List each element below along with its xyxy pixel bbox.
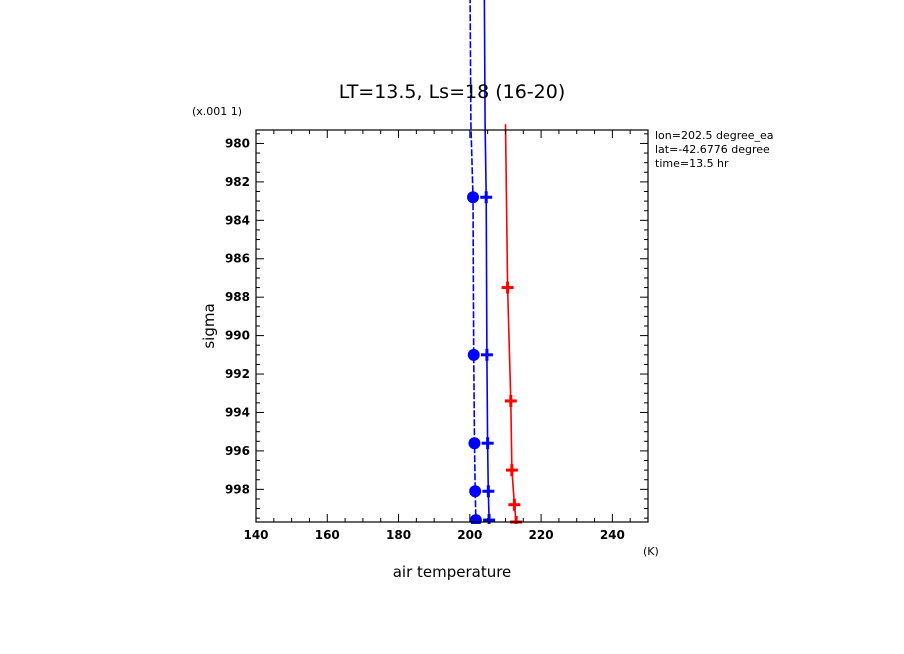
x-tick-label: 240 [600,528,625,542]
data-point [481,437,494,450]
y-tick-label: 986 [225,252,250,266]
data-point [501,281,514,294]
data-point [483,514,496,524]
data-point [508,498,521,511]
data-point [482,485,495,498]
annotation-mask [780,125,904,175]
x-axis-label: air temperature [393,563,512,581]
plot-frame [255,129,649,523]
data-point [469,514,482,524]
y-tick-label: 982 [225,175,250,189]
data-point [504,394,517,407]
y-tick-label: 996 [225,444,250,458]
y-tick-label: 984 [225,213,250,227]
annotation-lat: lat=-42.6776 degree [655,143,770,156]
x-tick-label: 180 [386,528,411,542]
y-tick-label: 992 [225,367,250,381]
data-point [469,485,482,498]
y-scale-label: (x.001 1) [192,105,242,118]
x-tick-label: 140 [243,528,268,542]
annotation-time: time=13.5 hr [655,157,729,170]
data-point [467,348,480,361]
y-tick-label: 988 [225,290,250,304]
data-point [505,464,518,477]
y-tick-label: 994 [225,405,250,419]
data-point [480,191,493,204]
chart-title: LT=13.5, Ls=18 (16-20) [339,81,566,103]
annotation-lon: lon=202.5 degree_ea [655,129,774,142]
y-tick-label: 990 [225,329,250,343]
x-tick-label: 160 [315,528,340,542]
series-line-2 [504,124,517,523]
y-tick-label: 980 [225,136,250,150]
x-tick-label: 220 [529,528,554,542]
data-point [468,437,481,450]
y-axis-label: sigma [200,303,218,348]
data-point [480,348,493,361]
data-point [467,191,480,204]
y-tick-label: 998 [225,482,250,496]
x-tick-label: 200 [457,528,482,542]
x-unit-label: (K) [643,545,659,558]
